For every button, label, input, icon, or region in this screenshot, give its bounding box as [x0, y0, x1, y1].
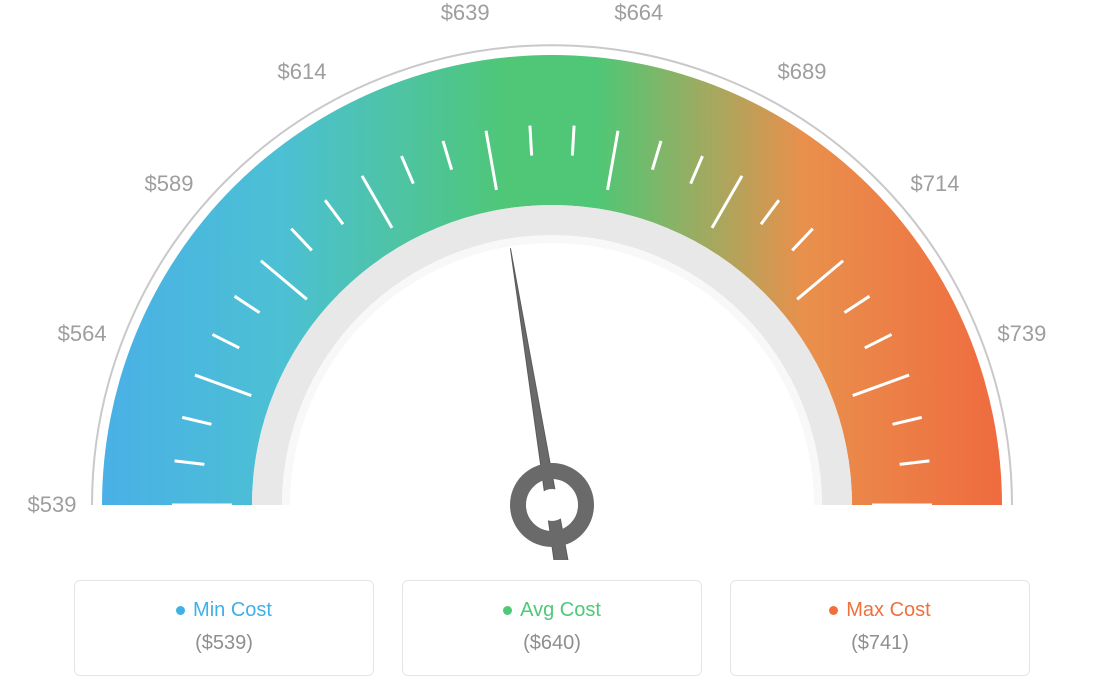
dot-icon: [176, 606, 185, 615]
gauge-tick-label: $564: [58, 321, 107, 347]
legend-label: Min Cost: [193, 599, 272, 622]
legend-value-max: ($741): [731, 632, 1029, 655]
dot-icon: [503, 606, 512, 615]
gauge-tick-label: $664: [614, 0, 663, 26]
gauge-tick-label: $639: [441, 0, 490, 26]
gauge-tick-label: $539: [28, 492, 77, 518]
gauge-svg: [0, 0, 1104, 560]
legend-card-avg: Avg Cost ($640): [402, 580, 702, 676]
legend-label: Max Cost: [846, 599, 930, 622]
legend-title-max: Max Cost: [829, 599, 930, 622]
gauge-tick-label: $714: [911, 171, 960, 197]
gauge-tick-label: $614: [278, 59, 327, 85]
legend-card-min: Min Cost ($539): [74, 580, 374, 676]
legend-value-avg: ($640): [403, 632, 701, 655]
legend-label: Avg Cost: [520, 599, 601, 622]
gauge-tick-label: $589: [144, 171, 193, 197]
legend-title-avg: Avg Cost: [503, 599, 601, 622]
legend-value-min: ($539): [75, 632, 373, 655]
dot-icon: [829, 606, 838, 615]
legend-title-min: Min Cost: [176, 599, 272, 622]
legend-row: Min Cost ($539) Avg Cost ($640) Max Cost…: [0, 580, 1104, 676]
gauge-chart: $539 $564 $589 $614 $639 $664 $689 $714 $739: [0, 0, 1104, 560]
legend-card-max: Max Cost ($741): [730, 580, 1030, 676]
gauge-tick-label: $689: [778, 59, 827, 85]
gauge-tick-label: $739: [997, 321, 1046, 347]
